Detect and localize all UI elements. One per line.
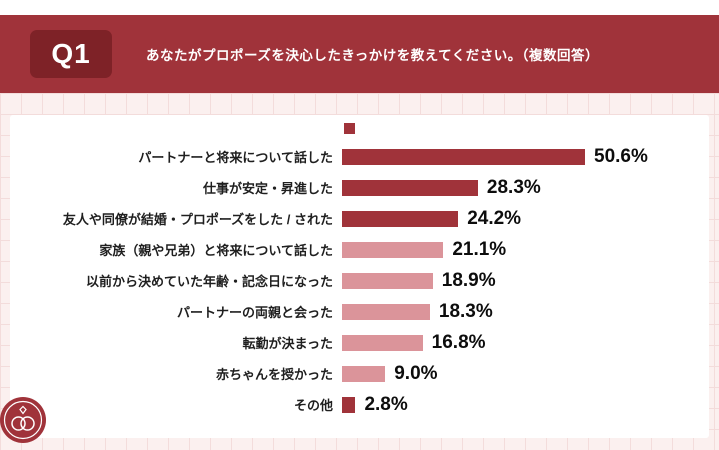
value-label: 18.3%	[438, 300, 493, 322]
category-label: パートナーと将来について話した	[138, 150, 333, 165]
value-label: 16.8%	[431, 331, 486, 353]
chart-card: パートナーと将来について話した 50.6% 仕事が安定・昇進した 28.3% 友人や同僚…	[10, 115, 709, 438]
category-label: 仕事が安定・昇進した	[202, 181, 333, 196]
chart-row: その他 2.8%	[10, 389, 695, 420]
wedding-rings-icon	[0, 397, 46, 443]
value-label: 21.1%	[452, 238, 507, 260]
bar	[342, 210, 459, 227]
value-label: 50.6%	[594, 145, 648, 167]
bar	[342, 303, 430, 320]
question-number-badge: Q1	[30, 30, 112, 78]
bar	[342, 179, 478, 196]
question-number: Q1	[51, 38, 91, 69]
chart-row: 友人や同僚が結婚・プロポーズをした / された 24.2%	[10, 203, 695, 234]
question-text: あなたがプロポーズを決心したきっかけを教えてください。（複数回答）	[146, 48, 599, 63]
bar	[342, 148, 585, 165]
value-label: 28.3%	[486, 176, 541, 198]
chart-row: 仕事が安定・昇進した 28.3%	[10, 172, 695, 203]
category-label: 転勤が決まった	[242, 336, 333, 351]
bar-chart: パートナーと将来について話した 50.6% 仕事が安定・昇進した 28.3% 友人や同僚…	[10, 141, 695, 420]
chart-row: パートナーの両親と会った 18.3%	[10, 296, 695, 327]
chart-row: パートナーと将来について話した 50.6%	[10, 141, 695, 172]
category-label: 以前から決めていた年齢・記念日になった	[85, 274, 333, 289]
chart-row: 家族（親や兄弟）と将来について話した 21.1%	[10, 234, 695, 265]
bar	[342, 365, 386, 382]
bar	[342, 396, 356, 413]
question-banner: Q1 あなたがプロポーズを決心したきっかけを教えてください。（複数回答）	[0, 15, 719, 93]
chart-row: 以前から決めていた年齢・記念日になった 18.9%	[10, 265, 695, 296]
bar	[342, 241, 444, 258]
category-label: 赤ちゃんを授かった	[215, 367, 333, 382]
bar	[342, 334, 423, 351]
category-label: 友人や同僚が結婚・プロポーズをした / された	[62, 212, 333, 227]
category-label: その他	[293, 398, 333, 413]
category-label: パートナーの両親と会った	[176, 305, 333, 320]
chart-row: 赤ちゃんを授かった 9.0%	[10, 358, 695, 389]
value-label: 2.8%	[364, 393, 408, 415]
value-label: 18.9%	[441, 269, 496, 291]
category-label: 家族（親や兄弟）と将来について話した	[99, 243, 333, 258]
chart-accent-square	[344, 123, 355, 134]
bar	[342, 272, 433, 289]
value-label: 9.0%	[394, 362, 438, 384]
chart-row: 転勤が決まった 16.8%	[10, 327, 695, 358]
site-logo	[0, 397, 46, 443]
value-label: 24.2%	[467, 207, 522, 229]
